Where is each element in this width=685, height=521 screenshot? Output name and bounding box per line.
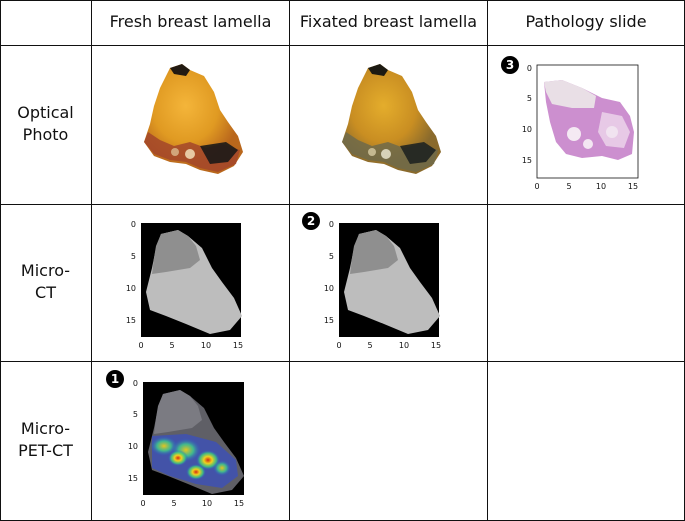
micro-ct-fixated-plot: 0 5 10 15 0 5 10 15 xyxy=(324,220,441,350)
y-tick: 5 xyxy=(131,252,136,261)
column-header-fixated: Fixated breast lamella xyxy=(299,12,478,31)
x-tick: 10 xyxy=(596,182,606,191)
row-label-line2: PET-CT xyxy=(18,441,73,460)
x-tick: 15 xyxy=(233,341,243,350)
x-tick: 10 xyxy=(399,341,409,350)
x-tick: 5 xyxy=(171,499,176,508)
y-tick: 0 xyxy=(329,220,334,229)
x-tick: 5 xyxy=(169,341,174,350)
badge-2: 2 xyxy=(302,212,320,230)
y-tick: 15 xyxy=(324,316,334,325)
micro-ct-fresh-plot: 0 5 10 15 0 5 10 15 xyxy=(126,220,243,350)
y-tick: 5 xyxy=(133,410,138,419)
ct-fresh-y-ticks: 0 5 10 15 xyxy=(126,220,136,325)
row-label-micro-ct: Micro- CT xyxy=(0,260,91,304)
column-header-fresh: Fresh breast lamella xyxy=(109,12,272,31)
row-label-line2: CT xyxy=(35,283,56,302)
y-tick: 10 xyxy=(126,284,136,293)
x-tick: 10 xyxy=(201,341,211,350)
micro-pet-ct-plot: 0 5 10 15 0 5 10 15 xyxy=(128,379,244,508)
x-tick: 15 xyxy=(234,499,244,508)
y-tick: 0 xyxy=(131,220,136,229)
column-header-pathology: Pathology slide xyxy=(525,12,647,31)
pathology-slide-plot: 0 5 10 15 0 5 10 15 xyxy=(522,64,639,191)
ct-fresh-x-ticks: 0 5 10 15 xyxy=(138,341,243,350)
ct-fixated-y-ticks: 0 5 10 15 xyxy=(324,220,334,325)
row-label-line1: Micro- xyxy=(20,261,71,280)
x-tick: 5 xyxy=(367,341,372,350)
y-tick: 5 xyxy=(329,252,334,261)
row-label-line1: Optical xyxy=(17,103,74,122)
x-tick: 0 xyxy=(336,341,341,350)
x-tick: 15 xyxy=(628,182,638,191)
row-label-line1: Micro- xyxy=(20,419,71,438)
y-tick: 10 xyxy=(522,125,532,134)
badge-3: 3 xyxy=(501,56,519,74)
badge-1: 1 xyxy=(106,370,124,388)
y-tick: 15 xyxy=(128,474,138,483)
x-tick: 0 xyxy=(140,499,145,508)
row-label-optical-photo: Optical Photo xyxy=(0,102,91,146)
y-tick: 0 xyxy=(133,379,138,388)
y-tick: 0 xyxy=(527,64,532,73)
y-tick: 10 xyxy=(128,442,138,451)
x-tick: 0 xyxy=(138,341,143,350)
pet-x-ticks: 0 5 10 15 xyxy=(140,499,244,508)
x-tick: 15 xyxy=(431,341,441,350)
fixated-lamella-photo xyxy=(342,64,441,174)
row-label-line2: Photo xyxy=(22,125,69,144)
y-tick: 15 xyxy=(522,156,532,165)
pet-y-ticks: 0 5 10 15 xyxy=(128,379,138,483)
y-tick: 15 xyxy=(126,316,136,325)
fresh-lamella-photo xyxy=(144,64,243,174)
x-tick: 10 xyxy=(202,499,212,508)
x-tick: 5 xyxy=(566,182,571,191)
y-tick: 10 xyxy=(324,284,334,293)
y-tick: 5 xyxy=(527,94,532,103)
pathology-x-ticks: 0 5 10 15 xyxy=(534,182,638,191)
pathology-y-ticks: 0 5 10 15 xyxy=(522,64,532,165)
x-tick: 0 xyxy=(534,182,539,191)
ct-fixated-x-ticks: 0 5 10 15 xyxy=(336,341,441,350)
row-label-micro-pet-ct: Micro- PET-CT xyxy=(0,418,91,462)
